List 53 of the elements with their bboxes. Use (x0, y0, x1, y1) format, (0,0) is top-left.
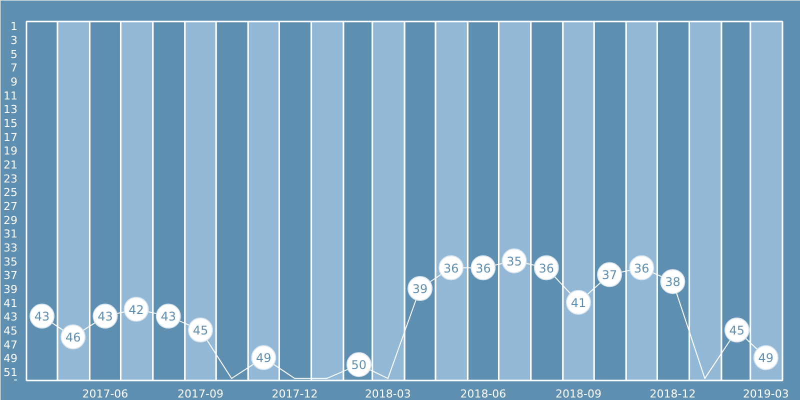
x-tick-label: 2019-03 (742, 388, 789, 400)
data-label: 37 (602, 268, 618, 282)
y-tick-label: 31 (4, 228, 18, 241)
y-tick-label: 43 (4, 310, 18, 324)
data-label: 35 (506, 254, 522, 268)
data-label: 42 (128, 302, 144, 317)
data-label: 39 (412, 282, 428, 296)
y-tick-label: 37 (4, 269, 18, 282)
y-tick-label: 17 (4, 130, 18, 144)
data-label: 36 (443, 261, 459, 276)
y-tick-label: 47 (4, 338, 18, 352)
y-tick-label: 1 (10, 20, 18, 34)
y-tick-label: 11 (4, 89, 18, 102)
y-tick-label: 13 (4, 103, 18, 116)
data-label: 41 (570, 296, 586, 310)
y-tick-label: 25 (4, 186, 18, 200)
y-tick-label: 35 (4, 255, 18, 268)
data-label: 50 (351, 358, 367, 372)
y-tick-label: 29 (4, 214, 18, 227)
data-label: 36 (476, 261, 491, 276)
y-tick-label: 3 (10, 34, 18, 47)
y-tick-label: 49 (4, 352, 18, 366)
y-tick-label: 45 (4, 324, 18, 338)
y-tick-label: 9 (10, 75, 18, 88)
y-tick-label: 51 (4, 366, 18, 380)
y-tick-label: 33 (4, 242, 18, 254)
y-tick-label: 41 (4, 296, 18, 310)
data-label: 38 (665, 275, 680, 290)
x-tick-label: 2018-06 (460, 388, 506, 400)
data-label: 36 (538, 261, 554, 276)
data-label: 49 (256, 351, 272, 366)
y-tick-label: 39 (4, 283, 18, 296)
data-label: 45 (192, 324, 208, 338)
y-tick-label: 21 (4, 158, 18, 172)
x-tick-label: 2017-06 (82, 388, 128, 400)
y-tick-label: 27 (4, 200, 18, 213)
x-tick-label: 2018-12 (650, 388, 696, 400)
data-label: 45 (729, 324, 745, 338)
data-label: 36 (634, 261, 650, 276)
y-tick-label: 23 (4, 172, 18, 186)
y-tick-label: 5 (10, 48, 18, 61)
x-tick-label: 2018-09 (556, 388, 602, 400)
data-label: 49 (758, 351, 774, 366)
data-label: 43 (98, 310, 113, 324)
data-label: 43 (160, 310, 176, 324)
x-tick-label: 2017-12 (272, 388, 318, 400)
y-tick-label: 7 (10, 62, 18, 75)
data-label: 43 (34, 310, 50, 324)
y-tick-label: 15 (4, 116, 18, 130)
y-tick-label: 19 (4, 144, 18, 158)
data-label: 46 (65, 330, 81, 344)
x-tick-label: 2018-03 (364, 388, 411, 400)
x-tick-label: 2017-09 (178, 388, 224, 400)
